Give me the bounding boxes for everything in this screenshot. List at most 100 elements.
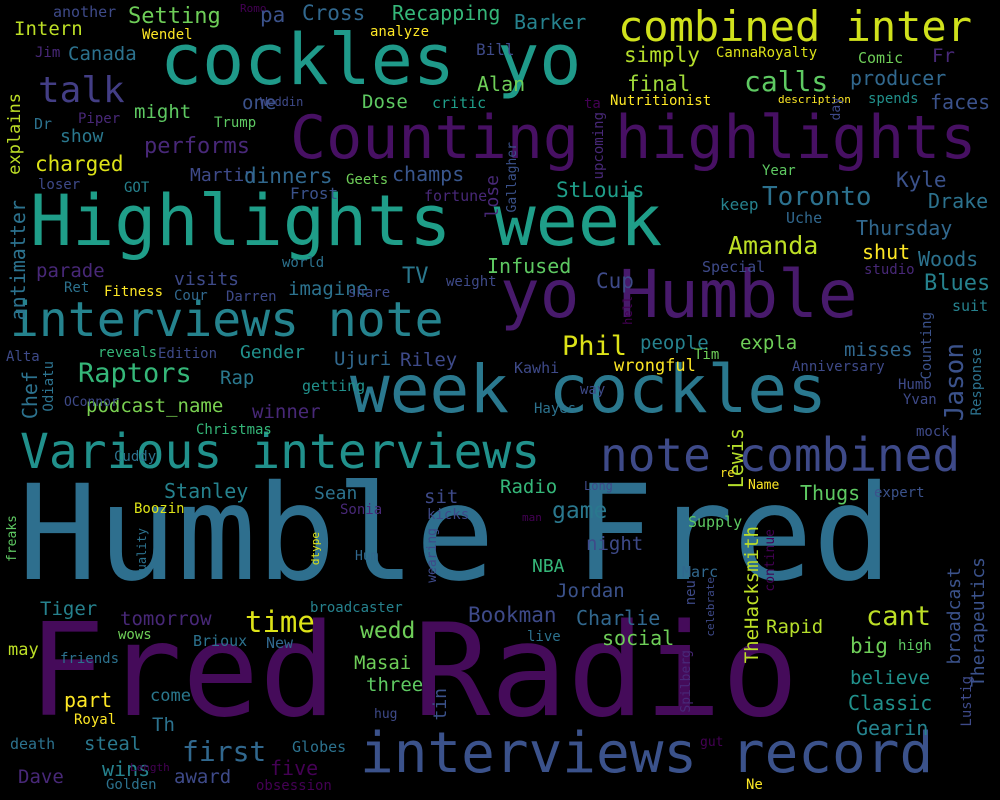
cloud-word: Gearin xyxy=(856,716,929,740)
cloud-word: big xyxy=(850,634,888,658)
cloud-word: TheHacksmith xyxy=(741,526,763,664)
cloud-word: Marc xyxy=(682,563,719,581)
cloud-word: loser xyxy=(38,177,81,193)
cloud-word: Humb xyxy=(898,377,932,393)
cloud-word: NBA xyxy=(532,556,565,577)
cloud-word: Christmas xyxy=(196,422,272,438)
cloud-word: Charlie xyxy=(576,606,661,630)
cloud-word: note combined xyxy=(600,428,961,482)
cloud-word: Martin xyxy=(190,165,256,186)
cloud-word: Anniversary xyxy=(792,359,885,375)
cloud-word: calls xyxy=(744,65,829,98)
cloud-word: pa xyxy=(260,3,286,27)
cloud-word: Special xyxy=(702,258,766,276)
cloud-word: Tim xyxy=(694,347,720,363)
cloud-word: analyze xyxy=(370,24,430,40)
cloud-word: suit xyxy=(952,297,989,315)
cloud-word: Fitness xyxy=(104,284,164,300)
cloud-word: Length xyxy=(130,761,170,774)
cloud-word: Wendel xyxy=(142,27,193,43)
cloud-word: weight xyxy=(446,274,497,290)
cloud-word: Ujuri xyxy=(334,348,392,370)
cloud-word: simply xyxy=(624,43,700,67)
cloud-word: critic xyxy=(432,94,487,112)
cloud-word: Jason xyxy=(940,343,970,422)
cloud-word: game xyxy=(552,498,608,524)
cloud-word: Stanley xyxy=(164,479,249,503)
cloud-word: Golden xyxy=(106,777,157,793)
cloud-word: fortune xyxy=(424,187,488,205)
cloud-word: live xyxy=(527,629,561,645)
cloud-word: Globes xyxy=(292,738,347,756)
cloud-word: Barker xyxy=(514,10,587,34)
cloud-word: cockles yo xyxy=(160,19,582,101)
cloud-word: week cockles xyxy=(350,351,827,428)
cloud-word: Kyle xyxy=(896,168,947,192)
cloud-word: another xyxy=(53,3,117,21)
cloud-word: freaks xyxy=(5,515,20,562)
cloud-word: Weddin xyxy=(260,95,304,109)
cloud-word: day xyxy=(829,97,844,121)
cloud-word: yo Humble xyxy=(500,256,858,333)
cloud-word: Dose xyxy=(362,91,408,113)
cloud-word: Uche xyxy=(786,209,823,227)
cloud-word: Bookman xyxy=(468,603,557,627)
cloud-word: getting xyxy=(302,377,366,395)
cloud-word: Rap xyxy=(220,367,255,389)
cloud-word: TV xyxy=(402,264,429,289)
cloud-word: hell xyxy=(621,296,635,325)
cloud-word: antimatter xyxy=(6,200,30,321)
cloud-word: Intern xyxy=(14,18,83,40)
cloud-word: might xyxy=(134,101,192,123)
cloud-word: share xyxy=(348,285,391,301)
cloud-word: Gender xyxy=(240,342,306,363)
cloud-word: charged xyxy=(35,152,124,176)
cloud-word: OConnor xyxy=(64,395,119,410)
cloud-word: way xyxy=(580,382,606,398)
cloud-word: gut xyxy=(700,735,724,750)
cloud-word: reveals xyxy=(98,345,158,361)
cloud-word: Various interviews xyxy=(20,424,541,480)
cloud-word: wrongful xyxy=(614,356,696,376)
cloud-word: Therapeutics xyxy=(968,557,989,688)
cloud-word: Lustig xyxy=(959,676,975,727)
cloud-word: Year xyxy=(762,163,796,179)
cloud-word: dinners xyxy=(244,164,333,188)
cloud-word: Nutritionist xyxy=(610,93,712,109)
cloud-word: Bill xyxy=(476,40,515,59)
cloud-word: time xyxy=(245,605,315,639)
cloud-word: Riley xyxy=(400,349,458,371)
cloud-word: world xyxy=(282,255,325,271)
cloud-word: Sean xyxy=(314,483,358,504)
cloud-word: broadcast xyxy=(944,567,965,665)
cloud-word: expert xyxy=(874,485,925,501)
cloud-word: people xyxy=(640,332,709,354)
cloud-word: Yvan xyxy=(903,392,937,408)
cloud-word: wins xyxy=(102,757,151,781)
cloud-word: social xyxy=(602,626,675,650)
cloud-word: Chef xyxy=(18,371,42,420)
cloud-word: man xyxy=(522,511,542,524)
cloud-word: tomorrow xyxy=(120,608,212,630)
cloud-word: Amanda xyxy=(728,231,819,260)
cloud-word: broadcaster xyxy=(310,600,403,616)
cloud-word: Thursday xyxy=(856,216,953,240)
cloud-word: may xyxy=(8,640,39,660)
cloud-word: Alta xyxy=(6,349,40,365)
cloud-word: Royal xyxy=(74,712,117,728)
cloud-word: Infused xyxy=(487,254,572,278)
cloud-word: Woods xyxy=(918,247,979,271)
cloud-word: night xyxy=(586,533,644,555)
cloud-word: hug xyxy=(374,707,398,722)
cloud-word: Spilberg xyxy=(679,650,694,713)
cloud-word: Recapping xyxy=(392,1,501,25)
cloud-word: Dave xyxy=(18,766,64,788)
cloud-word: parade xyxy=(36,260,105,282)
cloud-word: Brioux xyxy=(193,632,248,650)
cloud-word: Trump xyxy=(214,115,257,131)
cloud-word: Frost xyxy=(290,184,339,203)
cloud-word: celebrate xyxy=(704,577,717,637)
cloud-word: mock xyxy=(916,424,950,440)
cloud-word: New xyxy=(266,634,294,652)
cloud-word: Cour xyxy=(174,288,208,304)
